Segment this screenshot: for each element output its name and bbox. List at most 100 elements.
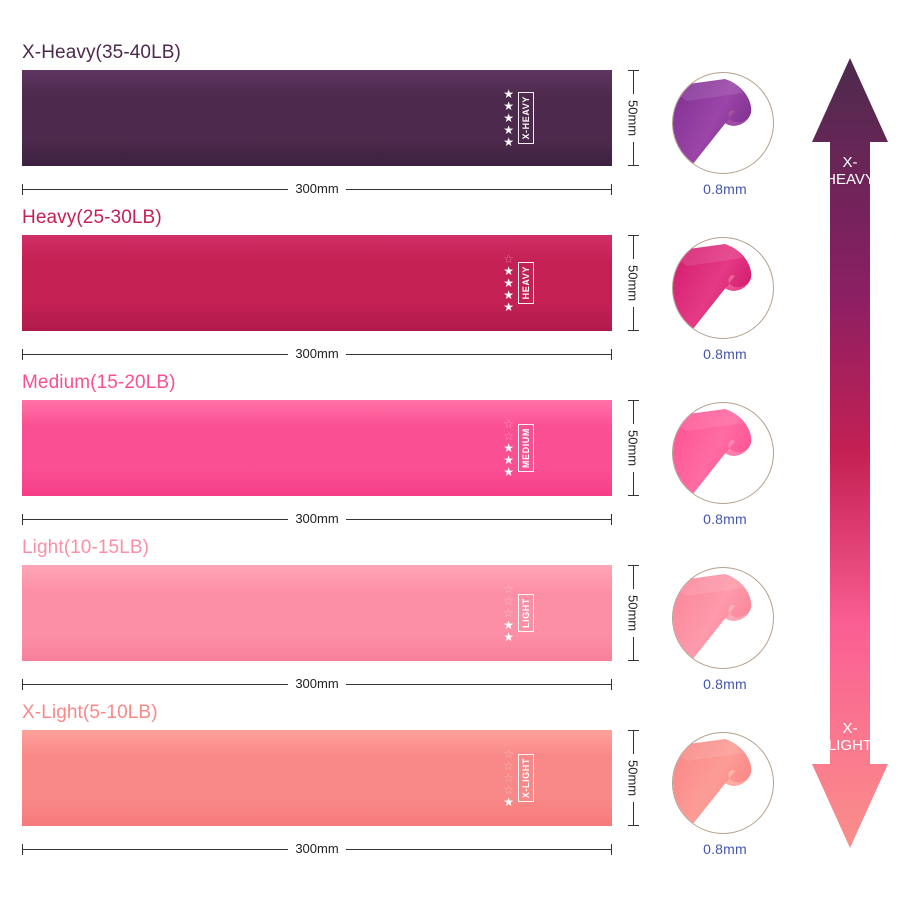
width-dimension-label: 300mm: [295, 675, 339, 691]
dimension-line: [632, 731, 634, 754]
thickness-detail-circle: [672, 402, 774, 504]
band-sticker: ★ ★ ★ ★ ★ X-HEAVY: [503, 80, 534, 156]
thickness-label: 0.8mm: [703, 511, 747, 527]
height-dimension-2: 50mm: [622, 235, 644, 331]
dimension-cap: [22, 678, 23, 690]
height-dimension-3: 50mm: [622, 400, 644, 496]
resistance-band-4: ☆ ☆ ☆ ★ ★ LIGHT: [22, 565, 612, 661]
star-filled-icon: ★: [503, 263, 514, 278]
band-title-4: Light(10-15LB): [22, 537, 150, 558]
star-filled-icon: ★: [503, 440, 514, 455]
band-name-badge-label: LIGHT: [521, 598, 531, 628]
width-dimension-label: 300mm: [295, 345, 339, 361]
dimension-line: [23, 683, 289, 685]
resistance-band-5: ☆ ☆ ☆ ☆ ★ X-LIGHT: [22, 730, 612, 826]
band-name-badge: HEAVY: [518, 262, 534, 304]
band-name-badge: X-LIGHT: [518, 753, 534, 803]
dimension-line: [632, 566, 634, 589]
dimension-cap: [627, 495, 639, 496]
arrow-top-label: X- HEAVY: [808, 154, 892, 188]
dimension-cap: [627, 825, 639, 826]
star-rating: ★ ★ ★ ★ ★: [503, 86, 514, 149]
dimension-cap: [611, 348, 613, 360]
band-title-1: X-Heavy(35-40LB): [22, 42, 181, 63]
thickness-detail-circle: [672, 732, 774, 834]
dimension-cap: [22, 348, 23, 360]
width-dimension-label: 300mm: [295, 180, 339, 196]
dimension-cap: [611, 678, 613, 690]
star-filled-icon: ★: [503, 134, 514, 149]
height-dimension-label: 50mm: [625, 594, 641, 632]
thickness-callout-3: 0.8mm: [672, 402, 778, 527]
star-filled-icon: ★: [503, 464, 514, 479]
dimension-line: [632, 142, 634, 165]
height-dimension-label: 50mm: [625, 429, 641, 467]
dimension-cap: [627, 165, 639, 166]
star-empty-icon: ☆: [503, 428, 514, 443]
dimension-line: [632, 637, 634, 660]
dimension-cap: [627, 660, 639, 661]
thickness-detail-circle: [672, 567, 774, 669]
band-sticker: ☆ ★ ★ ★ ★ HEAVY: [503, 245, 534, 321]
dimension-line: [345, 518, 612, 520]
band-name-badge: X-HEAVY: [518, 92, 534, 144]
dimension-cap: [611, 843, 613, 855]
star-empty-icon: ☆: [503, 593, 514, 608]
dimension-line: [632, 472, 634, 495]
dimension-line: [632, 236, 634, 259]
dimension-line: [345, 188, 612, 190]
star-empty-icon: ☆: [503, 416, 514, 431]
width-dimension-label: 300mm: [295, 840, 339, 856]
band-name-badge: MEDIUM: [518, 423, 534, 473]
star-filled-icon: ★: [503, 275, 514, 290]
star-filled-icon: ★: [503, 86, 514, 101]
star-filled-icon: ★: [503, 629, 514, 644]
thickness-callout-5: 0.8mm: [672, 732, 778, 857]
thickness-detail-circle: [672, 237, 774, 339]
thickness-label: 0.8mm: [703, 841, 747, 857]
resistance-scale-arrow: X- HEAVY X- LIGHT: [808, 58, 892, 848]
star-filled-icon: ★: [503, 299, 514, 314]
band-sticker: ☆ ☆ ☆ ★ ★ LIGHT: [503, 575, 534, 651]
star-filled-icon: ★: [503, 287, 514, 302]
band-title-5: X-Light(5-10LB): [22, 702, 158, 723]
dimension-cap: [22, 183, 23, 195]
star-rating: ☆ ☆ ☆ ☆ ★: [503, 748, 514, 809]
arrow-top-label-line1: X-: [842, 154, 858, 171]
height-dimension-label: 50mm: [625, 759, 641, 797]
arrow-top-label-line2: HEAVY: [825, 171, 875, 188]
dimension-line: [345, 683, 612, 685]
star-filled-icon: ★: [503, 452, 514, 467]
star-filled-icon: ★: [503, 110, 514, 125]
thickness-label: 0.8mm: [703, 181, 747, 197]
height-dimension-1: 50mm: [622, 70, 644, 166]
width-dimension-5: 300mm: [22, 838, 613, 860]
resistance-band-3: ☆ ☆ ★ ★ ★ MEDIUM: [22, 400, 612, 496]
thickness-detail-circle: [672, 72, 774, 174]
dimension-line: [23, 353, 289, 355]
height-dimension-4: 50mm: [622, 565, 644, 661]
dimension-line: [632, 802, 634, 825]
height-dimension-5: 50mm: [622, 730, 644, 826]
dimension-line: [23, 518, 289, 520]
dimension-cap: [627, 70, 639, 71]
band-name-badge-label: HEAVY: [521, 266, 531, 300]
star-filled-icon: ★: [503, 617, 514, 632]
star-empty-icon: ☆: [503, 782, 514, 797]
dimension-line: [345, 353, 612, 355]
star-rating: ☆ ☆ ★ ★ ★: [503, 416, 514, 479]
arrow-bottom-label-line2: LIGHT: [827, 737, 873, 754]
resistance-band-2: ☆ ★ ★ ★ ★ HEAVY: [22, 235, 612, 331]
star-empty-icon: ☆: [503, 770, 514, 785]
star-filled-icon: ★: [503, 794, 514, 809]
band-name-badge-label: MEDIUM: [521, 427, 531, 469]
dimension-cap: [611, 513, 613, 525]
band-name-badge: LIGHT: [518, 594, 534, 632]
arrow-bottom-label: X- LIGHT: [808, 720, 892, 754]
thickness-label: 0.8mm: [703, 676, 747, 692]
width-dimension-2: 300mm: [22, 343, 613, 365]
thickness-callout-1: 0.8mm: [672, 72, 778, 197]
band-sticker: ☆ ☆ ☆ ☆ ★ X-LIGHT: [503, 740, 534, 816]
thickness-label: 0.8mm: [703, 346, 747, 362]
thickness-callout-4: 0.8mm: [672, 567, 778, 692]
